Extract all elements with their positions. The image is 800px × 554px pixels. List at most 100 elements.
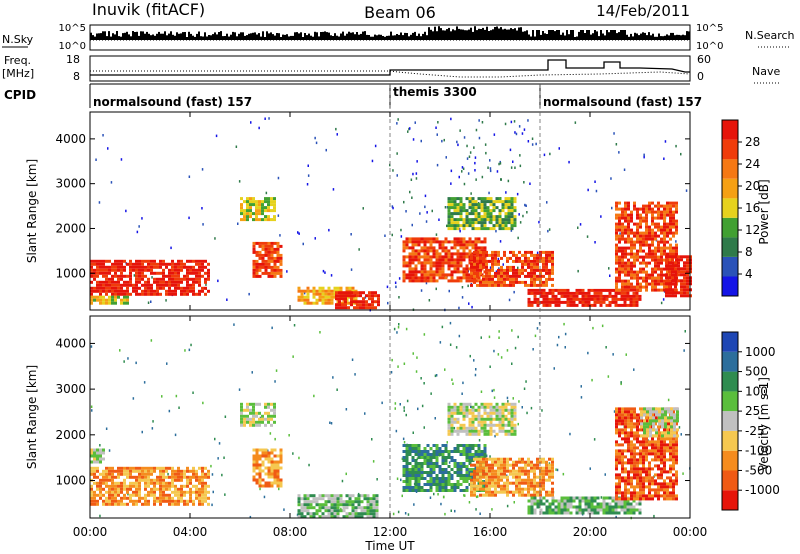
heatmap-cell (471, 468, 475, 471)
scatter-cell (519, 221, 522, 224)
heatmap-cell (420, 465, 424, 468)
heatmap-cell (474, 221, 478, 225)
heatmap-cell (258, 463, 262, 467)
noise-bar (368, 35, 370, 40)
heatmap-cell (108, 469, 111, 473)
heatmap-cell (672, 216, 675, 220)
heatmap-cell (371, 294, 374, 298)
heatmap-cell (423, 270, 427, 274)
heatmap-cell (530, 478, 533, 482)
heatmap-cell (485, 466, 488, 470)
heatmap-cell (536, 288, 540, 292)
heatmap-cell (539, 499, 543, 503)
heatmap-cell (645, 213, 648, 217)
heatmap-cell (530, 271, 533, 275)
scatter-cell (426, 211, 428, 214)
heatmap-cell (636, 285, 639, 289)
heatmap-cell (581, 291, 585, 295)
heatmap-cell (608, 294, 612, 298)
heatmap-cell (114, 259, 117, 263)
heatmap-cell (672, 213, 675, 217)
heatmap-cell (408, 486, 412, 489)
scatter-cell (391, 205, 394, 208)
heatmap-cell (683, 255, 686, 259)
heatmap-cell (429, 447, 433, 450)
heatmap-cell (453, 279, 457, 283)
heatmap-cell (362, 306, 365, 310)
scatter-cell (461, 170, 463, 173)
heatmap-cell (465, 224, 469, 228)
scatter-cell (372, 460, 375, 463)
heatmap-cell (90, 469, 93, 473)
heatmap-cell (333, 286, 337, 290)
heatmap-cell (587, 502, 591, 506)
scatter-cell (202, 223, 204, 226)
heatmap-cell (521, 457, 524, 461)
heatmap-cell (312, 497, 316, 501)
heatmap-cell (195, 487, 198, 491)
heatmap-cell (587, 294, 591, 298)
heatmap-cell (500, 265, 503, 269)
heatmap-cell (123, 274, 126, 278)
heatmap-cell (527, 297, 531, 301)
heatmap-cell (426, 456, 430, 459)
heatmap-cell (509, 274, 512, 278)
scatter-cell (233, 323, 235, 326)
heatmap-cell (417, 447, 421, 450)
noise-bar (514, 28, 516, 40)
heatmap-cell (513, 206, 517, 210)
heatmap-cell (306, 295, 310, 299)
heatmap-cell (111, 262, 114, 266)
heatmap-cell (648, 261, 651, 265)
heatmap-cell (432, 240, 436, 244)
heatmap-cell (135, 277, 138, 281)
heatmap-cell (408, 276, 412, 280)
heatmap-cell (264, 206, 267, 210)
noise-bar (634, 32, 636, 40)
heatmap-cell (174, 490, 177, 494)
heatmap-cell (651, 243, 654, 247)
heatmap-cell (468, 218, 472, 222)
scatter-cell (568, 160, 570, 164)
noise-bar (392, 35, 394, 40)
heatmap-cell (636, 228, 639, 232)
heatmap-cell (435, 252, 439, 256)
heatmap-cell (507, 203, 511, 207)
heatmap-cell (297, 512, 301, 516)
heatmap-cell (503, 466, 506, 470)
heatmap-cell (470, 478, 473, 482)
heatmap-cell (300, 292, 304, 296)
heatmap-cell (465, 402, 469, 406)
heatmap-cell (162, 478, 165, 482)
heatmap-cell (485, 481, 488, 485)
scatter-cell (417, 407, 419, 411)
heatmap-cell (105, 478, 108, 482)
heatmap-cell (333, 509, 337, 513)
heatmap-cell (459, 252, 463, 256)
heatmap-cell (252, 212, 255, 216)
heatmap-cell (186, 274, 189, 278)
heatmap-cell (438, 252, 442, 256)
noise-bar (348, 31, 350, 40)
scatter-cell (468, 501, 471, 504)
heatmap-cell (633, 285, 636, 289)
heatmap-cell (515, 280, 518, 284)
heatmap-cell (414, 483, 418, 486)
noise-bar (284, 34, 286, 40)
heatmap-cell (417, 462, 421, 465)
noise-bar (206, 36, 208, 40)
heatmap-cell (456, 411, 460, 415)
heatmap-cell (506, 457, 509, 461)
heatmap-cell (668, 291, 671, 295)
heatmap-cell (615, 255, 618, 259)
heatmap-cell (252, 268, 256, 272)
heatmap-cell (435, 261, 439, 265)
heatmap-cell (138, 259, 141, 263)
scatter-cell (481, 175, 484, 179)
heatmap-cell (477, 218, 481, 222)
heatmap-cell (150, 259, 153, 263)
heatmap-cell (465, 459, 469, 462)
heatmap-cell (111, 289, 114, 293)
heatmap-cell (485, 274, 488, 278)
heatmap-cell (480, 240, 484, 244)
